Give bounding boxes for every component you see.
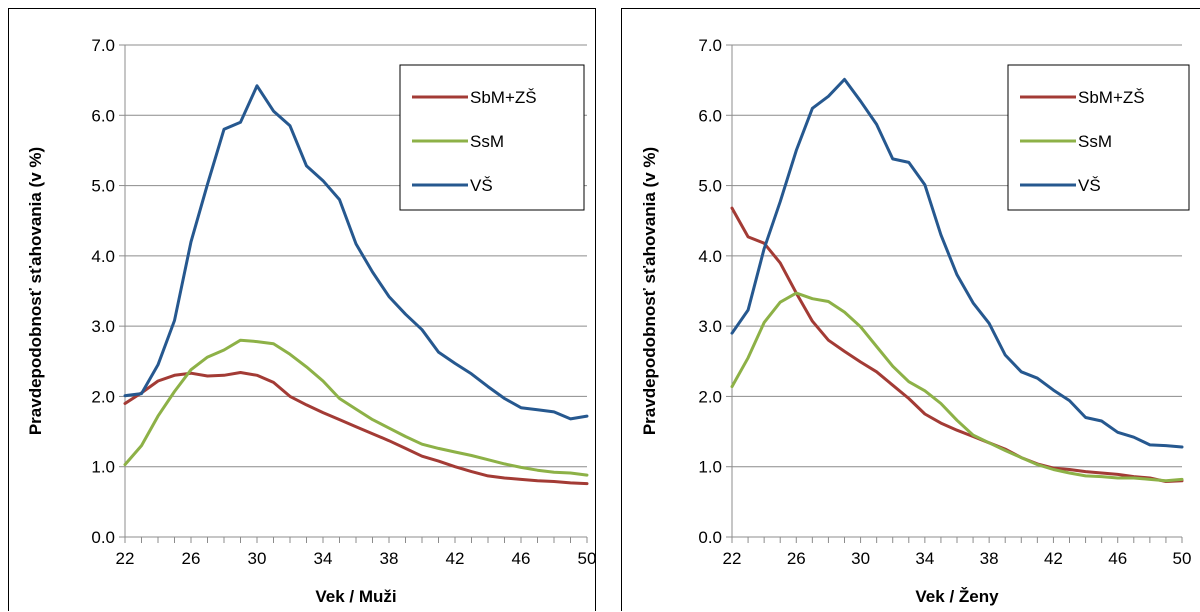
y-tick-label: 0.0 [698,528,722,547]
y-tick-label: 6.0 [91,106,115,125]
y-tick-label: 5.0 [698,177,722,196]
y-tick-label: 0.0 [91,528,115,547]
series-line-1 [730,206,1184,483]
line-chart-women: 0.0 1.0 2.0 3.0 4.0 5.0 6.0 7.0 22 26 30 34 38 42 46 50… [640,36,1192,606]
legend-label: SsM [1078,132,1112,151]
x-tick-label: 26 [182,549,201,568]
x-tick-label: 30 [248,549,267,568]
y-tick-label: 3.0 [698,317,722,336]
line-chart-men: 0.0 1.0 2.0 3.0 4.0 5.0 6.0 7.0 22 26 30 34 38 42 46 50… [26,36,597,606]
x-tick-label: 50 [578,549,597,568]
series-line-1 [123,371,589,486]
y-tick-label: 7.0 [91,36,115,55]
series-line-3 [123,84,589,421]
y-tick-label: 2.0 [698,387,722,406]
y-tick-label: 1.0 [698,458,722,477]
y-tick-label: 5.0 [91,177,115,196]
series-line-3 [730,77,1184,449]
legend-label: SbM+ZŠ [1078,88,1145,107]
y-tick-label: 4.0 [698,247,722,266]
legend-label: SsM [470,132,504,151]
x-tick-label: 34 [314,549,333,568]
legend: SbM+ZŠ SsM VŠ [1007,64,1190,211]
x-tick-label: 34 [915,549,934,568]
y-tick-label: 6.0 [698,106,722,125]
chart-panel-women: 0.0 1.0 2.0 3.0 4.0 5.0 6.0 7.0 22 26 30 34 38 42 46 50… [621,8,1200,611]
x-tick-label: 22 [723,549,742,568]
x-tick-label: 26 [787,549,806,568]
y-tick-label: 7.0 [698,36,722,55]
chart-panel-men: 0.0 1.0 2.0 3.0 4.0 5.0 6.0 7.0 22 26 30 34 38 42 46 50… [8,8,596,611]
y-tick-label: 1.0 [91,458,115,477]
legend-label: VŠ [1078,176,1101,195]
x-tick-label: 46 [1108,549,1127,568]
x-tick-label: 38 [380,549,399,568]
y-tick-label: 3.0 [91,317,115,336]
x-axis-title: Vek / Muži [315,587,396,606]
x-tick-label: 50 [1173,549,1192,568]
series-line-2 [730,291,1184,483]
y-tick-label: 4.0 [91,247,115,266]
legend-label: SbM+ZŠ [470,88,537,107]
x-tick-label: 22 [116,549,135,568]
x-tick-label: 46 [512,549,531,568]
legend-label: VŠ [470,176,493,195]
x-tick-label: 42 [446,549,465,568]
series-line-2 [123,338,589,477]
y-tick-label: 2.0 [91,387,115,406]
x-tick-label: 38 [980,549,999,568]
x-tick-label: 42 [1044,549,1063,568]
y-axis-title: Pravdepodobnosť sťahovania (v %) [26,147,45,435]
x-axis-title: Vek / Ženy [915,587,999,606]
x-tick-label: 30 [851,549,870,568]
y-axis-title: Pravdepodobnosť sťahovania (v %) [640,147,659,435]
legend: SbM+ZŠ SsM VŠ [399,64,585,211]
